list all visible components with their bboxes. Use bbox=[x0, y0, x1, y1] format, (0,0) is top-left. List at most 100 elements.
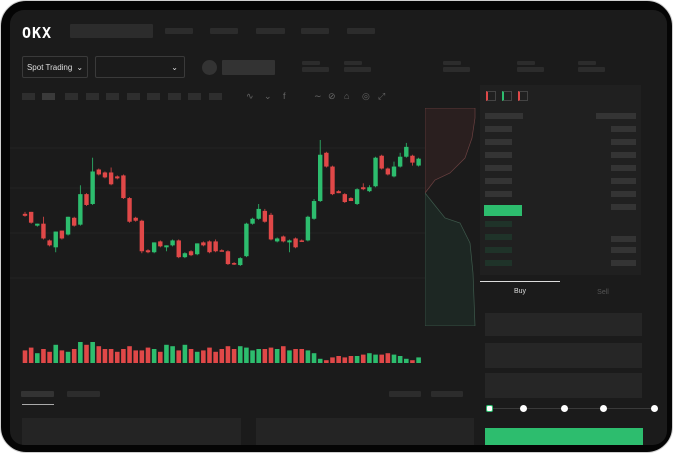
spot-trading-label: Spot Trading bbox=[26, 62, 73, 72]
total-input[interactable] bbox=[485, 373, 642, 398]
tab-sell[interactable]: Sell bbox=[597, 289, 609, 296]
volume-bar bbox=[367, 353, 372, 363]
candle bbox=[385, 167, 391, 176]
volume-bar bbox=[84, 344, 89, 363]
amount-input[interactable] bbox=[485, 343, 642, 368]
candle-body bbox=[170, 240, 175, 246]
ask-amount bbox=[611, 191, 636, 197]
slider-step-50[interactable] bbox=[561, 405, 568, 412]
orderbook-bids-icon[interactable] bbox=[502, 91, 512, 101]
candle bbox=[404, 142, 409, 158]
volume-bar bbox=[250, 350, 255, 363]
candle bbox=[59, 230, 65, 240]
tab-order-history[interactable] bbox=[67, 391, 100, 397]
candle bbox=[41, 216, 46, 240]
volume-bar bbox=[71, 349, 77, 363]
candle-body bbox=[262, 210, 268, 222]
indicator-icon[interactable]: ⌄ bbox=[264, 91, 272, 101]
volume-bar bbox=[201, 350, 206, 363]
okx-logo[interactable]: OKX bbox=[22, 24, 53, 42]
volume-bar bbox=[231, 349, 237, 363]
ask-price bbox=[485, 126, 512, 132]
volume-bar bbox=[256, 349, 261, 363]
spot-trading-button[interactable]: Spot Trading ⌄ bbox=[22, 56, 88, 78]
candle-body bbox=[379, 155, 384, 169]
amount-slider[interactable] bbox=[490, 408, 655, 409]
depth-bids bbox=[425, 192, 476, 326]
settings-icon[interactable]: ◎ bbox=[362, 91, 370, 101]
candle-body bbox=[28, 211, 34, 223]
volume-bar bbox=[348, 356, 354, 363]
ruler-icon[interactable]: ⊘ bbox=[328, 91, 336, 101]
candle bbox=[379, 154, 384, 170]
candlestick-chart[interactable] bbox=[10, 108, 430, 383]
candle-body bbox=[367, 187, 372, 192]
buy-tab-underline bbox=[480, 281, 560, 282]
slider-step-25[interactable] bbox=[520, 405, 527, 412]
volume-bar bbox=[65, 351, 71, 363]
line-icon[interactable]: ∼ bbox=[314, 91, 322, 101]
nav-item[interactable] bbox=[301, 28, 329, 34]
candle-body bbox=[342, 194, 347, 203]
candle-body bbox=[72, 217, 77, 226]
volume-bar bbox=[410, 360, 415, 363]
fullscreen-icon[interactable]: ⤢ bbox=[378, 91, 386, 101]
slider-step-100[interactable] bbox=[651, 405, 658, 412]
timeframe-button[interactable] bbox=[42, 93, 55, 100]
bid-amount bbox=[611, 236, 636, 242]
orderbook-asks-icon[interactable] bbox=[518, 91, 528, 101]
search-bar[interactable] bbox=[70, 24, 153, 38]
nav-item[interactable] bbox=[347, 28, 375, 34]
timeframe-button[interactable] bbox=[168, 93, 181, 100]
indicator-icon[interactable]: ∿ bbox=[246, 91, 254, 101]
volume-bar bbox=[244, 347, 249, 363]
timeframe-button[interactable] bbox=[65, 93, 78, 100]
candle-body bbox=[139, 220, 145, 252]
candle bbox=[305, 215, 311, 242]
timeframe-button[interactable] bbox=[86, 93, 99, 100]
ask-amount bbox=[611, 126, 636, 132]
slider-step-75[interactable] bbox=[600, 405, 607, 412]
candle-body bbox=[96, 169, 101, 175]
filter-button[interactable] bbox=[389, 391, 421, 397]
nav-item[interactable] bbox=[256, 28, 285, 34]
candle-body bbox=[207, 241, 212, 253]
nav-item[interactable] bbox=[210, 28, 238, 34]
nav-item[interactable] bbox=[165, 28, 193, 34]
candle bbox=[318, 139, 323, 203]
tab-buy[interactable]: Buy bbox=[513, 288, 527, 295]
candle bbox=[311, 199, 317, 220]
price-input[interactable] bbox=[485, 313, 642, 336]
volume-bar bbox=[78, 342, 83, 363]
slider-handle[interactable] bbox=[486, 405, 493, 412]
timeframe-button[interactable] bbox=[147, 93, 160, 100]
volume-bar bbox=[90, 342, 95, 363]
buy-button[interactable] bbox=[485, 428, 643, 445]
candle-body bbox=[354, 189, 360, 204]
candle-body bbox=[330, 166, 335, 195]
volume-bar bbox=[287, 350, 292, 363]
candle-body bbox=[287, 240, 292, 243]
pair-dropdown[interactable]: ⌄ bbox=[95, 56, 185, 78]
candle-body bbox=[397, 156, 403, 167]
camera-icon[interactable]: ⌂ bbox=[344, 91, 350, 101]
volume-bar bbox=[317, 358, 323, 363]
candle-body bbox=[391, 166, 397, 177]
candle bbox=[96, 168, 101, 176]
stat-label bbox=[443, 61, 461, 65]
filter-button[interactable] bbox=[431, 391, 463, 397]
timeframe-button[interactable] bbox=[127, 93, 140, 100]
volume-bar bbox=[59, 350, 65, 363]
candle-body bbox=[182, 253, 188, 258]
timeframe-button[interactable] bbox=[209, 93, 222, 100]
timeframe-button[interactable] bbox=[188, 93, 201, 100]
fx-icon[interactable]: f bbox=[283, 91, 286, 101]
orderbook-both-icon[interactable] bbox=[486, 91, 496, 101]
timeframe-button[interactable] bbox=[106, 93, 119, 100]
assets-panel bbox=[256, 418, 474, 445]
volume-bar bbox=[416, 357, 421, 363]
stat-label bbox=[578, 61, 596, 65]
tab-open-orders[interactable] bbox=[21, 391, 54, 397]
volume-bar bbox=[311, 353, 317, 363]
timeframe-button[interactable] bbox=[22, 93, 35, 100]
